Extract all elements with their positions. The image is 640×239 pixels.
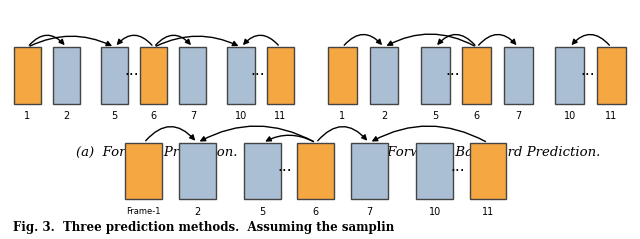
FancyBboxPatch shape: [504, 47, 532, 103]
FancyBboxPatch shape: [421, 47, 450, 103]
Text: Fig. 3.  Three prediction methods.  Assuming the samplin: Fig. 3. Three prediction methods. Assumi…: [13, 221, 394, 234]
FancyBboxPatch shape: [14, 47, 41, 103]
FancyBboxPatch shape: [244, 143, 281, 199]
FancyBboxPatch shape: [179, 143, 216, 199]
Text: 10: 10: [429, 206, 441, 217]
Text: ···: ···: [250, 68, 265, 83]
FancyBboxPatch shape: [53, 47, 80, 103]
Text: ···: ···: [450, 163, 465, 179]
Text: (a)  Forward Prediction.: (a) Forward Prediction.: [76, 146, 237, 159]
Text: 5: 5: [260, 206, 266, 217]
Text: 10: 10: [235, 111, 247, 121]
Text: Frame-1: Frame-1: [127, 206, 161, 216]
FancyBboxPatch shape: [596, 47, 625, 103]
Text: 10: 10: [563, 111, 576, 121]
Text: 6: 6: [313, 206, 319, 217]
Text: 11: 11: [274, 111, 286, 121]
FancyBboxPatch shape: [462, 47, 492, 103]
FancyBboxPatch shape: [179, 47, 207, 103]
Text: 7: 7: [515, 111, 522, 121]
Text: 5: 5: [432, 111, 438, 121]
FancyBboxPatch shape: [416, 143, 453, 199]
Text: 5: 5: [111, 111, 118, 121]
FancyBboxPatch shape: [101, 47, 128, 103]
FancyBboxPatch shape: [125, 143, 163, 199]
Text: 2: 2: [63, 111, 70, 121]
Text: ···: ···: [580, 68, 595, 83]
FancyBboxPatch shape: [267, 47, 294, 103]
Text: 7: 7: [190, 111, 196, 121]
FancyBboxPatch shape: [227, 47, 255, 103]
Text: 7: 7: [366, 206, 372, 217]
FancyBboxPatch shape: [140, 47, 167, 103]
FancyBboxPatch shape: [328, 47, 357, 103]
FancyBboxPatch shape: [470, 143, 506, 199]
Text: ···: ···: [445, 68, 460, 83]
Text: ···: ···: [124, 68, 138, 83]
Text: (b)  Forward+Backward Prediction.: (b) Forward+Backward Prediction.: [360, 146, 600, 159]
Text: 6: 6: [474, 111, 480, 121]
Text: 11: 11: [482, 206, 494, 217]
Text: 2: 2: [194, 206, 200, 217]
Text: ···: ···: [278, 163, 292, 179]
FancyBboxPatch shape: [351, 143, 388, 199]
FancyBboxPatch shape: [298, 143, 334, 199]
FancyBboxPatch shape: [370, 47, 398, 103]
Text: 11: 11: [605, 111, 618, 121]
FancyBboxPatch shape: [556, 47, 584, 103]
Text: 1: 1: [24, 111, 31, 121]
Text: 1: 1: [339, 111, 346, 121]
Text: 2: 2: [381, 111, 387, 121]
Text: 6: 6: [151, 111, 157, 121]
